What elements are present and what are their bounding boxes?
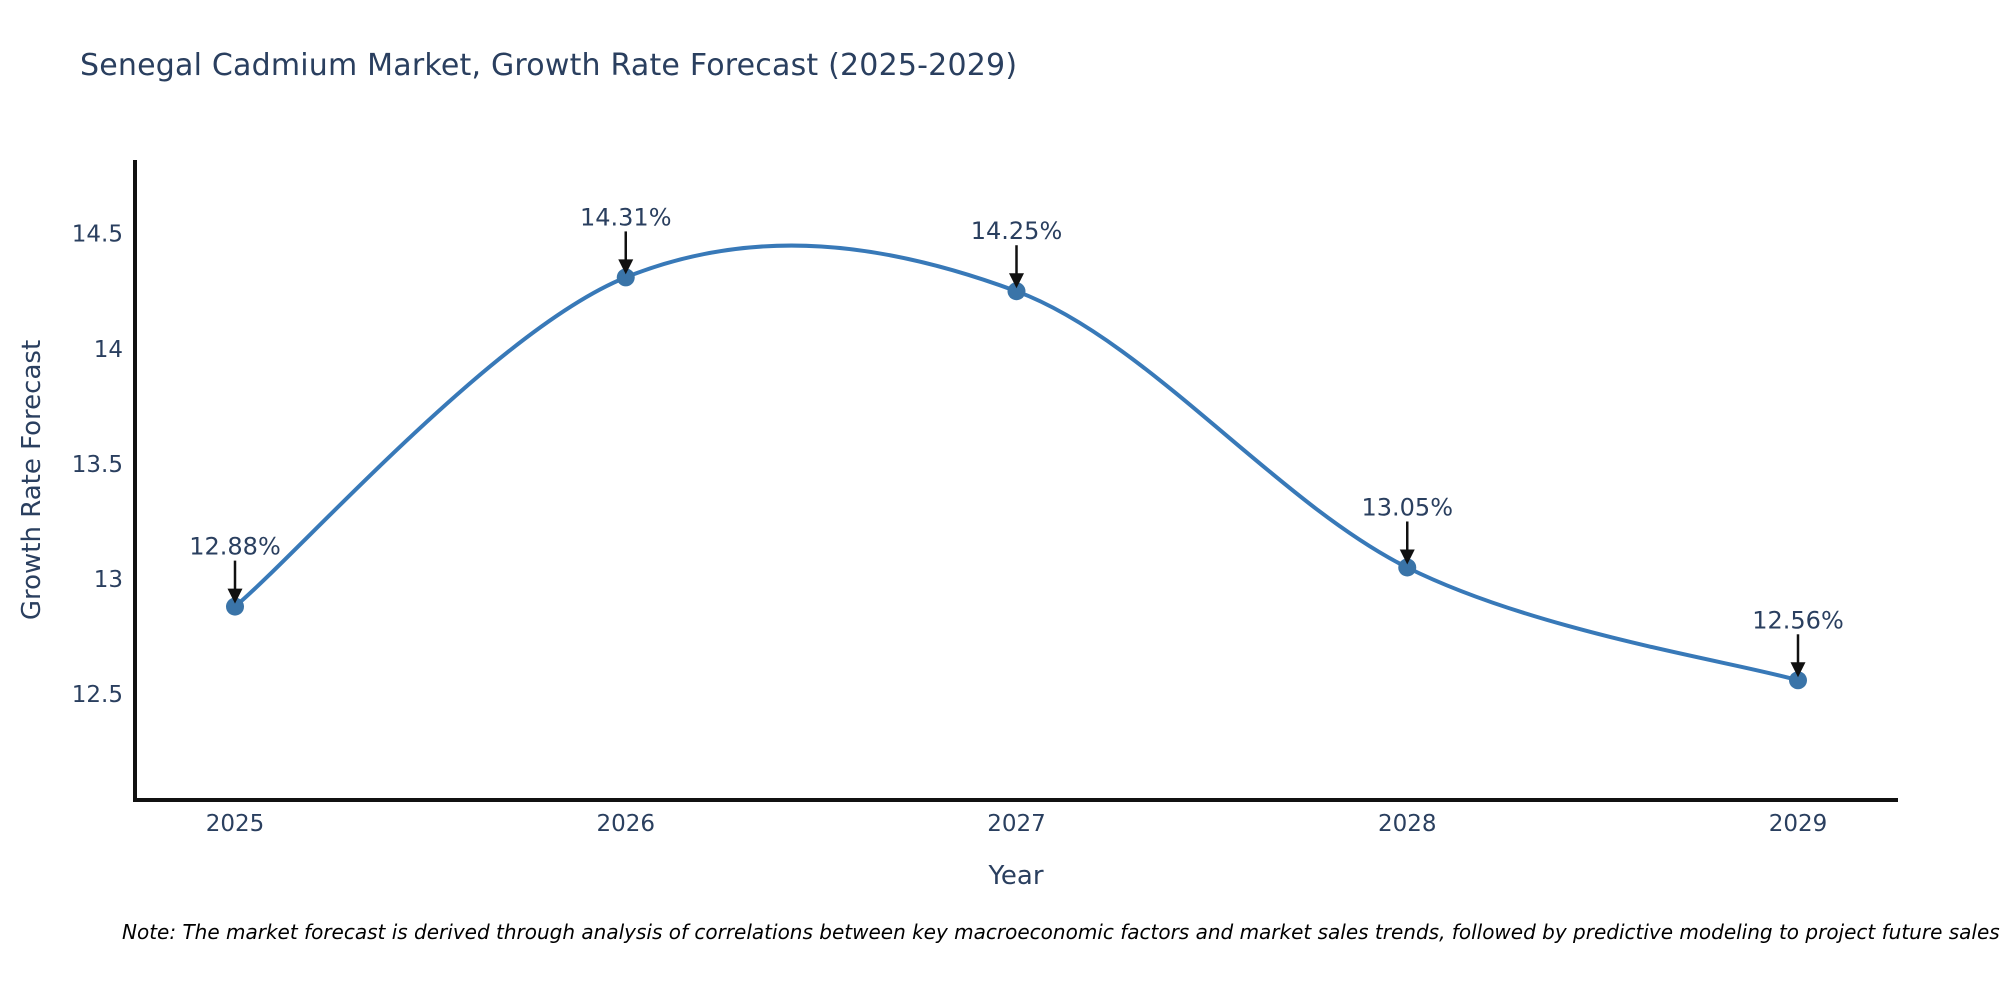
- annotation-arrowhead-icon: [1399, 549, 1415, 565]
- annotation-arrowhead-icon: [227, 588, 243, 604]
- y-tick-label: 14.5: [72, 222, 123, 248]
- annotation-arrowhead-icon: [618, 259, 634, 275]
- x-tick-label: 2026: [596, 811, 655, 837]
- x-tick-label: 2025: [206, 811, 265, 837]
- axis-lines: [133, 160, 1898, 802]
- data-point-2025[interactable]: [226, 597, 244, 616]
- y-tick-label: 12.5: [72, 682, 123, 708]
- data-point-2029[interactable]: [1789, 671, 1807, 690]
- y-tick-label: 14: [94, 337, 123, 363]
- y-axis-title: Growth Rate Forecast: [17, 340, 47, 620]
- y-tick-label: 13: [94, 567, 123, 593]
- annotation-arrowhead-icon: [1009, 273, 1024, 289]
- point-value-label: 14.31%: [580, 203, 672, 231]
- x-tick-label: 2029: [1769, 811, 1828, 837]
- point-value-label: 14.25%: [971, 217, 1063, 245]
- annotation-arrowhead-icon: [1790, 662, 1806, 678]
- x-tick-label: 2028: [1378, 811, 1437, 837]
- chart-title: Senegal Cadmium Market, Growth Rate Fore…: [80, 48, 1018, 83]
- x-axis-title: Year: [987, 861, 1043, 891]
- data-point-2027[interactable]: [1007, 282, 1026, 301]
- point-value-label: 12.56%: [1752, 606, 1844, 634]
- data-point-2028[interactable]: [1398, 558, 1417, 577]
- point-value-label: 13.05%: [1361, 493, 1453, 521]
- methodology-note: Note: The market forecast is derived thr…: [122, 920, 2000, 944]
- x-tick-label: 2027: [987, 811, 1046, 837]
- point-value-label: 12.88%: [189, 533, 281, 561]
- data-point-2026[interactable]: [616, 268, 635, 287]
- y-tick-label: 13.5: [72, 452, 123, 478]
